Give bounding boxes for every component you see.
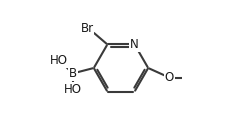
Text: HO: HO — [49, 54, 67, 67]
Text: HO: HO — [64, 83, 82, 96]
Text: B: B — [69, 67, 77, 80]
Text: Br: Br — [80, 22, 94, 35]
Text: N: N — [130, 38, 139, 51]
Text: O: O — [165, 71, 174, 84]
